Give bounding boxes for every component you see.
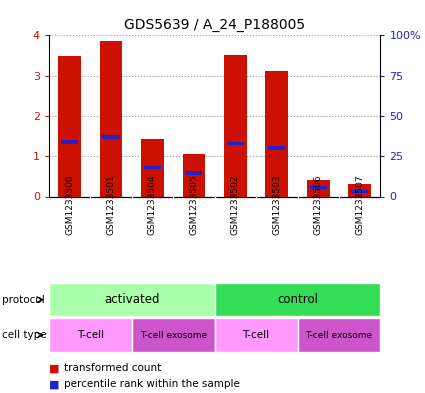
Bar	[265, 71, 288, 196]
Bar	[215, 318, 298, 352]
Text: GSM1233506: GSM1233506	[314, 174, 323, 235]
Bar	[61, 140, 78, 144]
Text: GSM1233503: GSM1233503	[272, 174, 281, 235]
Text: T-cell: T-cell	[77, 330, 104, 340]
Title: GDS5639 / A_24_P188005: GDS5639 / A_24_P188005	[124, 18, 305, 31]
Text: GSM1233505: GSM1233505	[190, 174, 198, 235]
Text: percentile rank within the sample: percentile rank within the sample	[64, 379, 240, 389]
Text: ■: ■	[49, 363, 60, 373]
Text: T-cell exosome: T-cell exosome	[140, 331, 207, 340]
Text: T-cell: T-cell	[243, 330, 269, 340]
Text: activated: activated	[104, 293, 159, 306]
Bar	[99, 41, 122, 196]
Bar	[351, 190, 368, 193]
Text: GSM1233501: GSM1233501	[107, 174, 116, 235]
Bar	[310, 186, 327, 189]
Text: control: control	[277, 293, 318, 306]
Bar	[185, 171, 202, 175]
Text: T-cell exosome: T-cell exosome	[306, 331, 372, 340]
Bar	[141, 139, 164, 196]
Text: protocol: protocol	[2, 295, 45, 305]
Bar	[132, 318, 215, 352]
Bar	[298, 318, 380, 352]
Text: ■: ■	[49, 379, 60, 389]
Bar	[307, 180, 330, 196]
Bar	[227, 141, 244, 145]
Text: transformed count: transformed count	[64, 363, 161, 373]
Bar	[49, 283, 215, 316]
Text: GSM1233500: GSM1233500	[65, 174, 74, 235]
Bar	[224, 55, 247, 196]
Bar	[144, 166, 161, 169]
Bar	[102, 135, 119, 139]
Text: GSM1233504: GSM1233504	[148, 174, 157, 235]
Bar	[348, 184, 371, 196]
Bar	[58, 55, 81, 196]
Bar	[49, 318, 132, 352]
Text: GSM1233502: GSM1233502	[231, 174, 240, 235]
Bar	[268, 146, 285, 150]
Bar	[182, 154, 205, 196]
Text: cell type: cell type	[2, 330, 47, 340]
Bar	[215, 283, 380, 316]
Text: GSM1233507: GSM1233507	[355, 174, 364, 235]
